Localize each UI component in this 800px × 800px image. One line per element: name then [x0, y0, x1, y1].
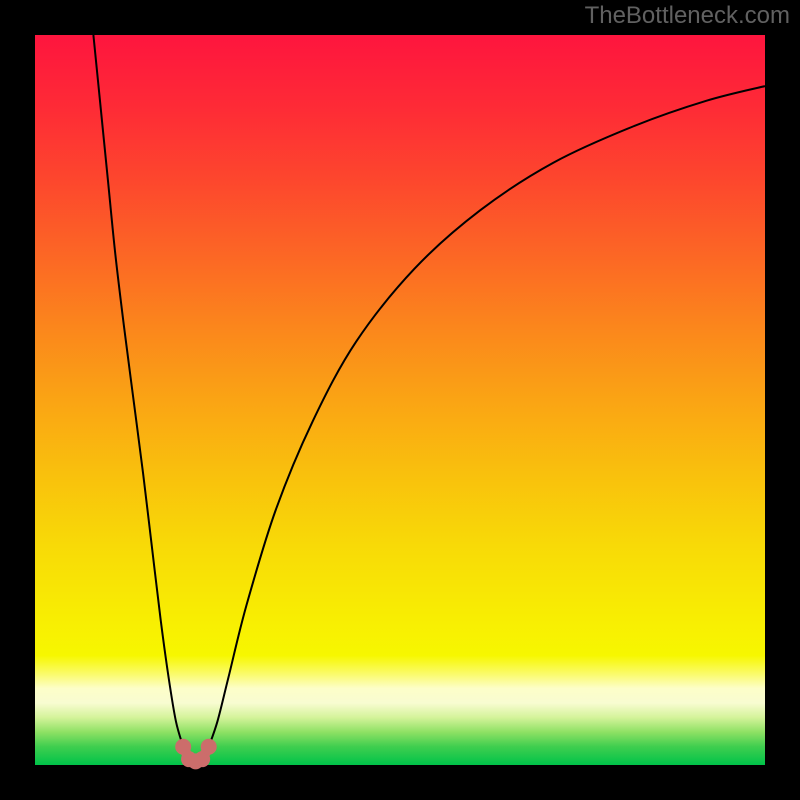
plot-background: [35, 35, 765, 765]
chart-container: { "watermark": { "text": "TheBottleneck.…: [0, 0, 800, 800]
bottleneck-chart: [0, 0, 800, 800]
watermark-text: TheBottleneck.com: [585, 2, 790, 30]
